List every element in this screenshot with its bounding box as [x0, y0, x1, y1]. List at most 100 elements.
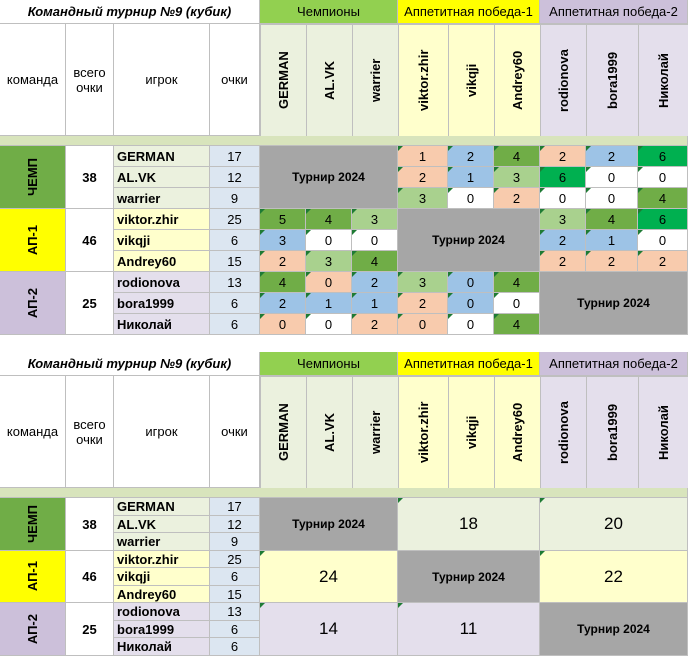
column-header-team: команда [0, 376, 66, 488]
spacer-row [0, 136, 688, 146]
player-column-header: GERMAN [260, 376, 306, 488]
score-cell: 3 [398, 272, 448, 293]
player-name: Николай [114, 638, 210, 656]
player-points: 13 [210, 603, 260, 621]
player-points: 15 [210, 586, 260, 603]
score-cell: 4 [494, 314, 540, 335]
team-total: 38 [66, 146, 114, 209]
score-cell: 3 [398, 188, 448, 209]
score-cell: 4 [586, 209, 638, 230]
player-column-header: rodionova [540, 24, 586, 136]
player-name: vikqji [114, 568, 210, 586]
player-column-header: viktor.zhir [398, 24, 448, 136]
team-name: ЧЕМП [0, 146, 66, 209]
score-cell: 3 [352, 209, 398, 230]
table-title: Командный турнир №9 (кубик) [0, 352, 260, 376]
summary-score: 18 [398, 498, 540, 551]
score-cell: 0 [448, 314, 494, 335]
team-name: АП-1 [0, 551, 66, 603]
team-total: 46 [66, 209, 114, 272]
score-cell: 2 [586, 251, 638, 272]
player-column-header: bora1999 [586, 24, 638, 136]
score-cell: 2 [398, 293, 448, 314]
player-points: 6 [210, 568, 260, 586]
score-cell: 0 [494, 293, 540, 314]
player-name: rodionova [114, 272, 210, 293]
player-column-header: bora1999 [586, 376, 638, 488]
group-header: Чемпионы [260, 0, 398, 24]
player-points: 12 [210, 516, 260, 533]
player-name: AL.VK [114, 516, 210, 533]
score-cell: 0 [306, 314, 352, 335]
group-header: Чемпионы [260, 352, 398, 376]
score-cell: 2 [352, 272, 398, 293]
player-column-header: GERMAN [260, 24, 306, 136]
player-column-header: Николай [638, 24, 688, 136]
score-cell: 2 [448, 146, 494, 167]
score-cell: 1 [448, 167, 494, 188]
score-cell: 2 [352, 314, 398, 335]
player-points: 6 [210, 638, 260, 656]
summary-score: 20 [540, 498, 688, 551]
score-cell: 2 [260, 251, 306, 272]
player-name: bora1999 [114, 621, 210, 638]
player-name: Andrey60 [114, 586, 210, 603]
score-cell: 3 [540, 209, 586, 230]
team-name: АП-2 [0, 272, 66, 335]
score-cell: 0 [398, 314, 448, 335]
player-name: warrier [114, 533, 210, 551]
results-table-summary: Командный турнир №9 (кубик) Чемпионы Аппет… [0, 352, 688, 656]
player-points: 15 [210, 251, 260, 272]
player-points: 6 [210, 314, 260, 335]
team-total: 25 [66, 272, 114, 335]
player-name: Andrey60 [114, 251, 210, 272]
score-cell: 2 [260, 293, 306, 314]
score-cell: 4 [494, 146, 540, 167]
score-cell: 4 [260, 272, 306, 293]
score-cell: 0 [540, 188, 586, 209]
score-cell: 4 [494, 272, 540, 293]
score-cell: 4 [352, 251, 398, 272]
player-points: 25 [210, 209, 260, 230]
player-name: Николай [114, 314, 210, 335]
player-name: viktor.zhir [114, 209, 210, 230]
score-cell: 2 [540, 146, 586, 167]
team-name: АП-1 [0, 209, 66, 272]
player-column-header: warrier [352, 24, 398, 136]
score-cell: 6 [638, 209, 688, 230]
summary-score: 14 [260, 603, 398, 656]
team-name: АП-2 [0, 603, 66, 656]
score-cell: 0 [306, 272, 352, 293]
column-header-points: очки [210, 24, 260, 136]
score-cell: 2 [398, 167, 448, 188]
score-cell: 1 [398, 146, 448, 167]
player-points: 12 [210, 167, 260, 188]
score-cell: 6 [638, 146, 688, 167]
team-total: 25 [66, 603, 114, 656]
player-column-header: warrier [352, 376, 398, 488]
player-points: 13 [210, 272, 260, 293]
player-column-header: vikqji [448, 24, 494, 136]
tournament-block: Турнир 2024 [398, 209, 540, 272]
score-cell: 0 [638, 167, 688, 188]
player-column-header: AL.VK [306, 376, 352, 488]
player-column-header: AL.VK [306, 24, 352, 136]
group-header: Аппетитная победа-2 [540, 352, 688, 376]
player-name: vikqji [114, 230, 210, 251]
score-cell: 0 [586, 167, 638, 188]
player-points: 6 [210, 293, 260, 314]
summary-score: 22 [540, 551, 688, 603]
player-name: AL.VK [114, 167, 210, 188]
player-points: 6 [210, 230, 260, 251]
score-cell: 3 [494, 167, 540, 188]
score-cell: 2 [540, 251, 586, 272]
score-cell: 4 [306, 209, 352, 230]
summary-score: 11 [398, 603, 540, 656]
player-points: 25 [210, 551, 260, 568]
player-name: GERMAN [114, 498, 210, 516]
score-cell: 4 [638, 188, 688, 209]
player-points: 9 [210, 533, 260, 551]
score-cell: 2 [494, 188, 540, 209]
group-header: Аппетитная победа-1 [398, 352, 540, 376]
team-total: 46 [66, 551, 114, 603]
